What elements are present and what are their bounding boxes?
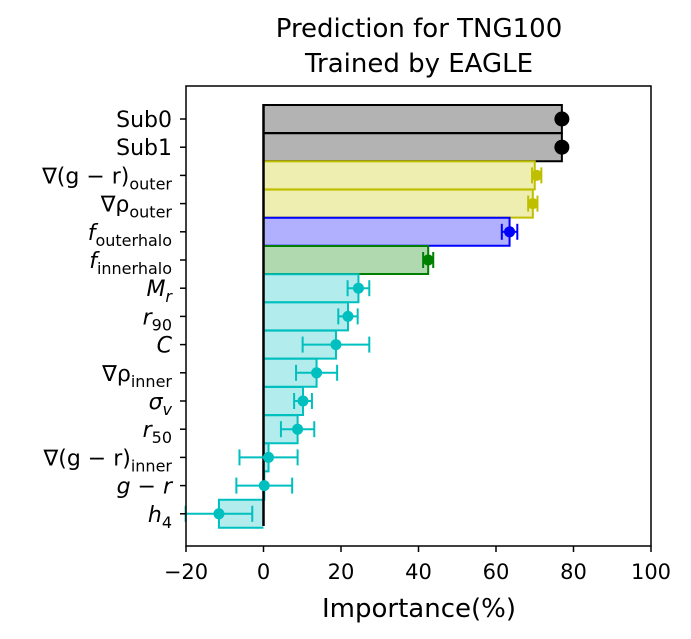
bar <box>263 217 510 246</box>
x-tick-label: 60 <box>483 560 510 584</box>
point-marker <box>531 169 543 181</box>
chart-title-line-2: Trained by EAGLE <box>304 49 533 79</box>
point-marker <box>213 508 225 520</box>
y-tick-label: g − r <box>117 475 174 500</box>
y-tick-label: ∇(g − r)outer <box>41 164 172 193</box>
point-marker <box>352 282 364 294</box>
bar <box>263 274 359 303</box>
point-marker <box>297 395 309 407</box>
point-marker <box>504 226 516 238</box>
bars-layer <box>217 104 563 529</box>
label-subscript: outerhalo <box>95 231 172 250</box>
x-tick-label: 100 <box>631 560 671 584</box>
x-tick-label: 40 <box>405 560 432 584</box>
bar <box>263 189 533 218</box>
y-tick-label: finnerhalo <box>89 249 172 278</box>
label-main: r <box>143 305 154 330</box>
label-subscript: 50 <box>152 428 172 447</box>
y-tick-label: C <box>157 334 173 359</box>
point-marker <box>330 339 342 351</box>
bar <box>263 302 348 331</box>
x-ticks: −20 0 20 40 60 80 100 <box>164 546 671 584</box>
y-tick-label: ∇ρouter <box>100 193 173 222</box>
x-tick-label: 0 <box>257 560 270 584</box>
point-marker <box>554 139 570 155</box>
x-tick-label: −20 <box>164 560 208 584</box>
x-tick-label: 20 <box>328 560 355 584</box>
label-main: r <box>143 418 154 443</box>
bar <box>263 161 535 190</box>
label-main: Sub1 <box>116 136 172 161</box>
bar <box>263 105 562 133</box>
label-main: ∇(g − r) <box>43 446 131 471</box>
label-main: M <box>146 277 165 302</box>
point-marker <box>311 367 323 379</box>
label-subscript: 90 <box>152 315 172 334</box>
y-tick-label: ∇ρinner <box>101 362 172 391</box>
label-main: ∇ρ <box>101 362 131 387</box>
point-marker <box>263 451 275 463</box>
point-marker <box>258 480 270 492</box>
label-main: h <box>148 503 162 528</box>
y-tick-label: ∇(g − r)inner <box>43 446 173 475</box>
point-marker <box>292 423 304 435</box>
y-tick-label: Sub1 <box>116 136 172 161</box>
label-main: ∇(g − r) <box>41 164 129 189</box>
label-subscript: outer <box>129 174 172 193</box>
label-main: Sub0 <box>116 108 172 133</box>
x-tick-label: 80 <box>560 560 587 584</box>
label-main: C <box>157 334 173 359</box>
label-subscript: 4 <box>162 513 172 532</box>
point-marker <box>422 254 434 266</box>
bar <box>263 133 562 162</box>
label-main: σ <box>149 390 164 415</box>
label-subscript: inner <box>131 456 173 475</box>
x-axis-label: Importance(%) <box>322 594 516 624</box>
y-tick-label: fouterhalo <box>88 221 172 250</box>
label-main: g − r <box>117 475 174 500</box>
label-main: ∇ρ <box>100 193 130 218</box>
y-tick-label: σv <box>149 390 173 419</box>
y-tick-label: r90 <box>143 305 172 334</box>
label-subscript: inner <box>131 372 173 391</box>
label-subscript: v <box>163 400 173 419</box>
chart-title-line-1: Prediction for TNG100 <box>276 14 563 44</box>
label-subscript: outer <box>129 203 172 222</box>
label-subscript: innerhalo <box>97 259 172 278</box>
label-main: f <box>89 249 100 274</box>
y-tick-label: Mr <box>146 277 173 306</box>
label-main: f <box>88 221 99 246</box>
point-marker <box>527 198 539 210</box>
point-marker <box>554 111 570 127</box>
markers-layer <box>184 111 570 522</box>
label-subscript: r <box>165 287 173 306</box>
y-tick-label: r50 <box>143 418 172 447</box>
y-tick-label: Sub0 <box>116 108 172 133</box>
bar <box>263 246 429 274</box>
point-marker <box>342 310 354 322</box>
y-tick-label: h4 <box>148 503 172 532</box>
